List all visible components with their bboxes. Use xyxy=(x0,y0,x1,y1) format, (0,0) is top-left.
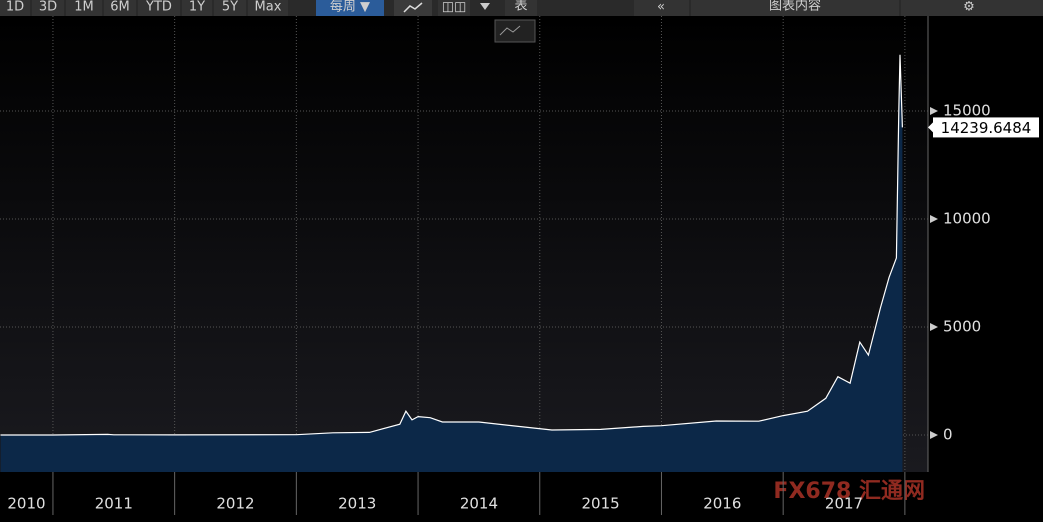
range-button[interactable] xyxy=(138,0,180,16)
table-button[interactable] xyxy=(505,0,537,16)
x-tick-label: 2016 xyxy=(703,495,741,513)
range-button[interactable] xyxy=(104,0,136,16)
x-axis-area xyxy=(0,472,1043,522)
settings-icon: ⚙ xyxy=(963,0,975,15)
settings-button[interactable] xyxy=(901,0,1043,16)
x-tick-label: 2010 xyxy=(7,495,45,513)
candle-button[interactable] xyxy=(438,0,470,16)
y-tick-mark xyxy=(930,214,938,223)
x-tick-label: 2017 xyxy=(825,495,863,513)
range-button[interactable] xyxy=(182,0,212,16)
y-tick-mark xyxy=(930,106,938,115)
y-axis-area xyxy=(928,16,1043,472)
y-tick-mark xyxy=(930,322,938,331)
range-label[interactable]: YTD xyxy=(145,0,172,15)
line-icon xyxy=(403,2,423,13)
price-line xyxy=(0,54,903,436)
x-tick-label: 2015 xyxy=(582,495,620,513)
collapse-button[interactable] xyxy=(634,0,689,16)
range-label[interactable]: 3D xyxy=(39,0,57,15)
x-tick-label: 2013 xyxy=(338,495,376,513)
x-tick-label: 2012 xyxy=(216,495,254,513)
range-button[interactable] xyxy=(214,0,246,16)
period-button[interactable] xyxy=(316,0,384,16)
y-tick-mark xyxy=(930,430,938,439)
chart-content-label[interactable]: 图表内容 xyxy=(769,0,821,14)
candle-icon: ◫◫ xyxy=(442,0,467,15)
period-label[interactable]: 每周 ▼ xyxy=(330,0,370,15)
plot-background xyxy=(0,16,928,472)
range-button[interactable] xyxy=(32,0,64,16)
y-tick-label: 0 xyxy=(943,425,953,443)
y-tick-label: 5000 xyxy=(943,317,981,335)
chart-type-selector[interactable] xyxy=(494,19,536,43)
y-tick-label: 15000 xyxy=(943,101,991,119)
range-label[interactable]: 1D xyxy=(6,0,24,15)
dropdown-icon[interactable] xyxy=(480,3,490,10)
x-tick-label: 2011 xyxy=(95,495,133,513)
range-button[interactable] xyxy=(248,0,288,16)
range-label[interactable]: Max xyxy=(255,0,282,15)
range-button[interactable] xyxy=(66,0,102,16)
last-value-box xyxy=(933,117,1039,138)
range-label[interactable]: 6M xyxy=(110,0,130,15)
table-label[interactable]: 表 xyxy=(514,0,527,14)
range-label[interactable]: 1M xyxy=(74,0,94,15)
collapse-icon: « xyxy=(657,0,665,15)
x-tick-label: 2014 xyxy=(460,495,498,513)
range-label[interactable]: 1Y xyxy=(189,0,205,15)
chart-content-button[interactable] xyxy=(691,0,899,16)
last-value-label: 14239.6484 xyxy=(941,119,1032,137)
y-tick-label: 10000 xyxy=(943,209,991,227)
range-label[interactable]: 5Y xyxy=(222,0,238,15)
range-button[interactable] xyxy=(0,0,30,16)
area-fill xyxy=(0,54,903,473)
last-value-pointer xyxy=(928,121,934,134)
chart-type-icon xyxy=(499,25,521,36)
watermark: FX678 汇通网 xyxy=(773,479,925,504)
